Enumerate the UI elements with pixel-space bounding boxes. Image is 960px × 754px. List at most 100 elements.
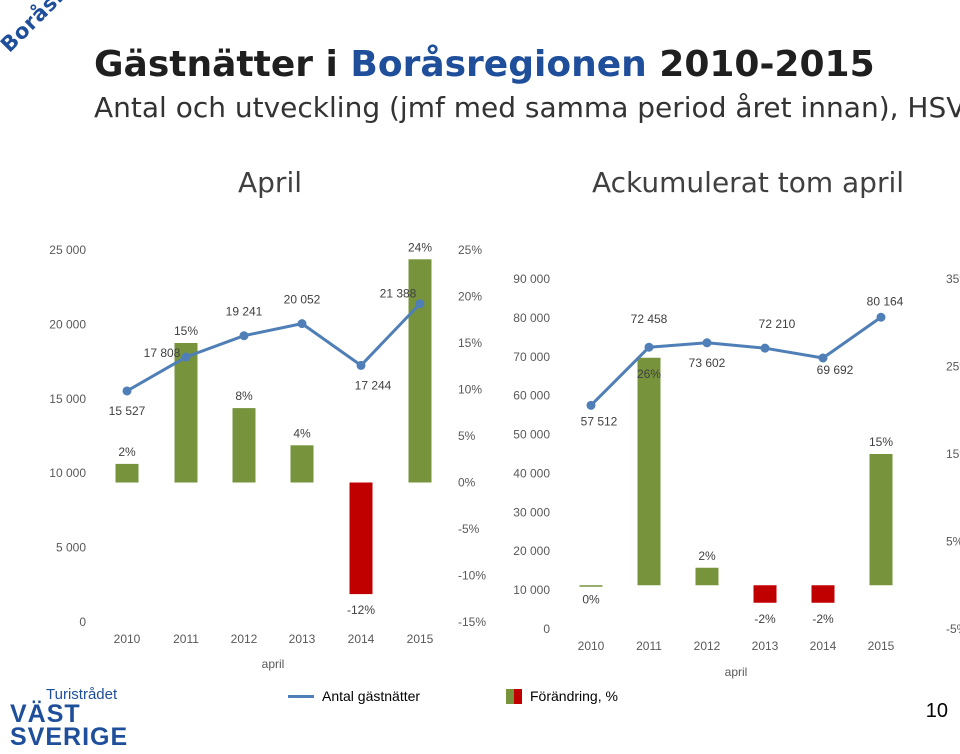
left-axis-tick-label: 90 000	[513, 272, 550, 286]
right-axis-tick-label: 25%	[946, 360, 960, 374]
line-data-label: 19 241	[226, 305, 263, 319]
change-bar	[115, 463, 139, 483]
bar-data-label: 26%	[637, 367, 661, 381]
right-axis-tick-label: -10%	[458, 569, 486, 583]
right-axis-tick-label: 25%	[458, 243, 482, 257]
change-bar	[637, 357, 661, 586]
right-axis-tick-label: -15%	[458, 615, 486, 629]
line-data-label: 15 527	[109, 404, 146, 418]
category-tick-label: 2011	[636, 639, 662, 653]
line-data-label: 73 602	[689, 356, 726, 370]
line-data-label: 72 210	[759, 317, 796, 331]
vastsverige-logo: Turistrådet VÄST SVERIGE	[10, 686, 150, 752]
legend-bars: Förändring, %	[506, 688, 618, 704]
left-axis-tick-label: 40 000	[513, 466, 550, 480]
category-tick-label: 2013	[752, 639, 779, 653]
left-axis-tick-label: 60 000	[513, 389, 550, 403]
page-subtitle: Antal och utveckling (jmf med samma peri…	[94, 91, 960, 124]
page-number: 10	[925, 700, 948, 722]
title-highlight: Boråsregionen	[350, 44, 647, 85]
change-bar	[579, 585, 603, 587]
category-tick-label: 2010	[578, 639, 605, 653]
bar-data-label: -2%	[812, 612, 834, 626]
legend-bar-label: Förändring, %	[530, 688, 618, 704]
line-data-label: 20 052	[284, 293, 321, 307]
left-axis-tick-label: 0	[543, 622, 550, 636]
line-data-label: 80 164	[867, 294, 904, 308]
left-axis-tick-label: 10 000	[513, 583, 550, 597]
bar-data-label: -2%	[754, 612, 776, 626]
logo-line-2: SVERIGE	[10, 723, 129, 751]
left-axis-tick-label: 20 000	[513, 544, 550, 558]
change-bar	[695, 567, 719, 586]
legend-line-label: Antal gästnätter	[322, 688, 421, 704]
right-axis-tick-label: 5%	[946, 535, 960, 549]
guest-nights-point	[702, 338, 712, 348]
category-tick-label: 2013	[289, 632, 316, 646]
line-data-label: 21 388	[380, 287, 417, 301]
line-data-label: 69 692	[817, 363, 854, 377]
right-axis-tick-label: 5%	[458, 429, 476, 443]
right-axis-tick-label: -5%	[458, 522, 480, 536]
guest-nights-point	[818, 353, 828, 363]
change-bar	[232, 408, 256, 483]
bar-data-label: 2%	[698, 549, 716, 563]
change-bar	[174, 343, 198, 483]
guest-nights-point	[644, 342, 654, 352]
legend-line-swatch	[288, 694, 314, 698]
left-axis-tick-label: 5 000	[56, 541, 86, 555]
left-axis-tick-label: 70 000	[513, 350, 550, 364]
change-bar	[753, 585, 777, 603]
section-label-accumulated: Ackumulerat tom april	[592, 166, 905, 199]
guest-nights-point	[586, 400, 596, 410]
left-axis-tick-label: 20 000	[49, 317, 86, 331]
guest-nights-point	[876, 312, 886, 322]
right-axis-tick-label: 15%	[946, 447, 960, 461]
line-data-label: 72 458	[631, 312, 668, 326]
guest-nights-point	[239, 331, 249, 341]
bar-data-label: 0%	[582, 592, 600, 606]
guest-nights-point	[356, 360, 366, 370]
guest-nights-point	[122, 386, 132, 396]
change-bar	[290, 445, 314, 483]
logo-small-text: Turistrådet	[46, 686, 118, 703]
category-tick-label: 2010	[114, 632, 141, 646]
category-tick-label: 2015	[868, 639, 895, 653]
bar-data-label: 2%	[118, 445, 136, 459]
guest-nights-line	[589, 316, 882, 407]
logo-line-1: VÄST	[10, 700, 81, 728]
line-data-label: 17 808	[144, 346, 181, 360]
bar-data-label: -12%	[347, 603, 375, 617]
bar-data-label: 15%	[174, 324, 198, 338]
bar-data-label: 15%	[869, 435, 893, 449]
change-bar	[811, 585, 835, 603]
change-bar	[349, 482, 373, 595]
category-tick-label: 2012	[694, 639, 721, 653]
right-axis-tick-label: 20%	[458, 290, 482, 304]
guest-nights-point	[415, 299, 425, 309]
category-tick-label: 2014	[810, 639, 837, 653]
line-data-label: 57 512	[581, 414, 618, 428]
right-axis-tick-label: 10%	[458, 383, 482, 397]
title-prefix: Gästnätter i	[94, 44, 351, 85]
legend-line: Antal gästnätter	[288, 688, 420, 704]
left-axis-tick-label: 50 000	[513, 428, 550, 442]
guest-nights-point	[181, 352, 191, 362]
left-axis-tick-label: 25 000	[49, 243, 86, 257]
page-title: Gästnätter i Boråsregionen 2010-2015	[94, 44, 875, 85]
guest-nights-line	[126, 302, 422, 393]
right-axis-tick-label: 35%	[946, 272, 960, 286]
left-axis-tick-label: 10 000	[49, 466, 86, 480]
change-bar	[408, 259, 432, 483]
bar-data-label: 4%	[293, 426, 311, 440]
left-axis-tick-label: 80 000	[513, 311, 550, 325]
bar-data-label: 8%	[235, 389, 253, 403]
x-axis-label: april	[262, 657, 285, 671]
logo-big-text: VÄST SVERIGE	[10, 700, 129, 751]
left-axis-tick-label: 30 000	[513, 505, 550, 519]
legend-bar-swatch	[506, 688, 522, 704]
left-axis-tick-label: 15 000	[49, 392, 86, 406]
category-tick-label: 2015	[407, 632, 434, 646]
